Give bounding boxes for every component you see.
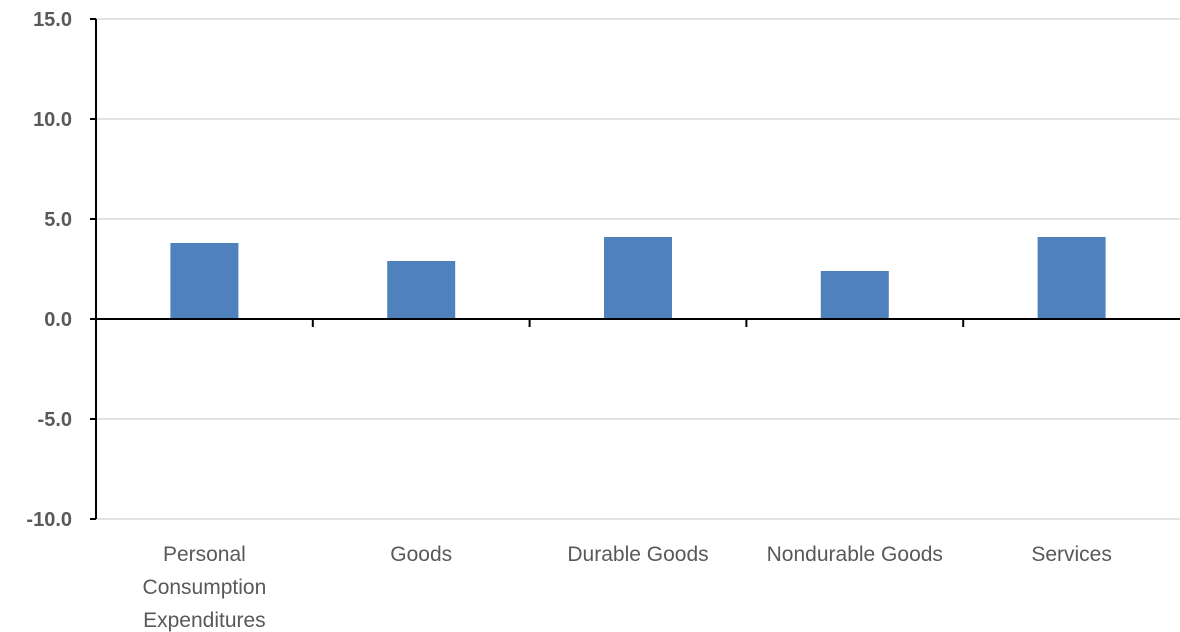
category-label: Services xyxy=(1031,543,1112,566)
bars xyxy=(170,237,1106,319)
y-tick-label: 0.0 xyxy=(44,309,72,331)
y-tick-label: -5.0 xyxy=(38,409,72,431)
bar xyxy=(1037,237,1106,319)
y-tick-labels: 15.0 10.0 5.0 0.0 -5.0 -10.0 xyxy=(26,9,72,531)
y-tick-label: 15.0 xyxy=(33,9,72,31)
bar xyxy=(170,243,239,319)
bar xyxy=(820,271,889,319)
bar xyxy=(604,237,672,319)
category-label: Durable Goods xyxy=(567,543,708,566)
y-tick-label: -10.0 xyxy=(26,509,72,531)
category-label: Nondurable Goods xyxy=(767,543,943,566)
y-tick-label: 5.0 xyxy=(44,209,72,231)
category-label: Personal Consumption Expenditures xyxy=(143,543,267,632)
bar xyxy=(387,261,456,319)
y-tick-label: 10.0 xyxy=(33,109,72,131)
category-labels: Personal Consumption Expenditures Goods Dura… xyxy=(143,543,1112,632)
axes xyxy=(90,18,1180,520)
category-label: Goods xyxy=(390,543,452,566)
gridlines xyxy=(96,18,1180,520)
